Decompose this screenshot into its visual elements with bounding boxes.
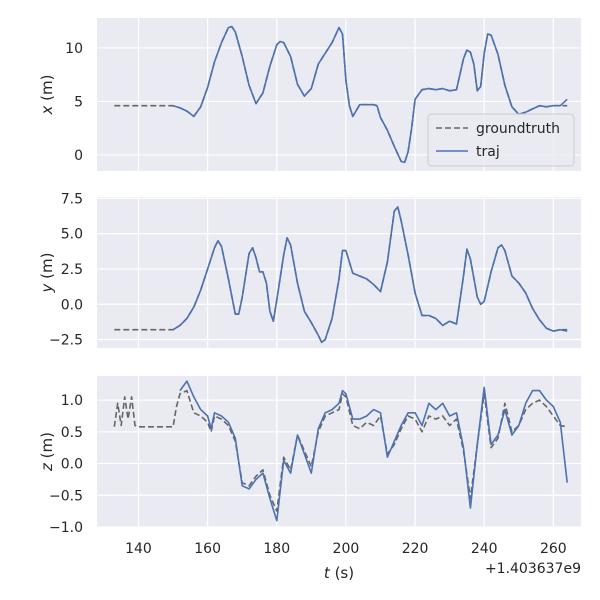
y-tick-label: −1.0 xyxy=(49,520,83,536)
y-tick-label: 0.5 xyxy=(61,425,83,441)
y-axis-label: y (m) xyxy=(38,253,56,294)
x-position-panel: 0 5 10 x (m) xyxy=(38,18,581,171)
x-tick-label: 200 xyxy=(333,541,360,557)
y-tick-label: 2.5 xyxy=(61,262,83,278)
series-line-traj xyxy=(179,380,568,522)
y-position-panel: −2.5 0.0 2.5 5.0 7.5 y (m) xyxy=(38,191,581,349)
x-axis-label: t (s) xyxy=(324,564,354,582)
y-axis-label: x (m) xyxy=(38,75,56,116)
x-tick-label: 220 xyxy=(402,541,429,557)
z-position-panel: −1.0 −0.5 0.0 0.5 1.0 z (m) 140 160 180 200 220 240… xyxy=(38,376,581,557)
y-tick-label: 1.0 xyxy=(61,393,83,409)
legend-box xyxy=(427,113,575,167)
x-tick-label: 240 xyxy=(471,541,498,557)
x-axis-offset-label: +1.403637e9 xyxy=(485,561,581,577)
x-tick-label: 260 xyxy=(540,541,567,557)
y-tick-label: −2.5 xyxy=(49,333,83,349)
y-tick-label: 7.5 xyxy=(61,191,83,207)
y-tick-label: 10 xyxy=(65,41,83,57)
y-tick-label: 5.0 xyxy=(61,227,83,243)
y-axis-label: z (m) xyxy=(38,432,56,472)
series-line-traj xyxy=(172,206,568,344)
series-line-traj xyxy=(172,25,568,164)
legend: groundtruth traj xyxy=(427,113,575,167)
y-tick-label: −0.5 xyxy=(49,488,83,504)
plot-background xyxy=(97,376,581,527)
y-tick-label: 0 xyxy=(74,148,83,164)
y-tick-label: 0.0 xyxy=(61,457,83,473)
legend-label-traj: traj xyxy=(476,144,500,160)
x-tick-label: 140 xyxy=(125,541,152,557)
x-tick-label: 160 xyxy=(194,541,221,557)
y-tick-label: 5 xyxy=(74,94,83,110)
y-tick-label: 0.0 xyxy=(61,297,83,313)
x-tick-label: 180 xyxy=(263,541,290,557)
legend-label-groundtruth: groundtruth xyxy=(476,121,560,137)
